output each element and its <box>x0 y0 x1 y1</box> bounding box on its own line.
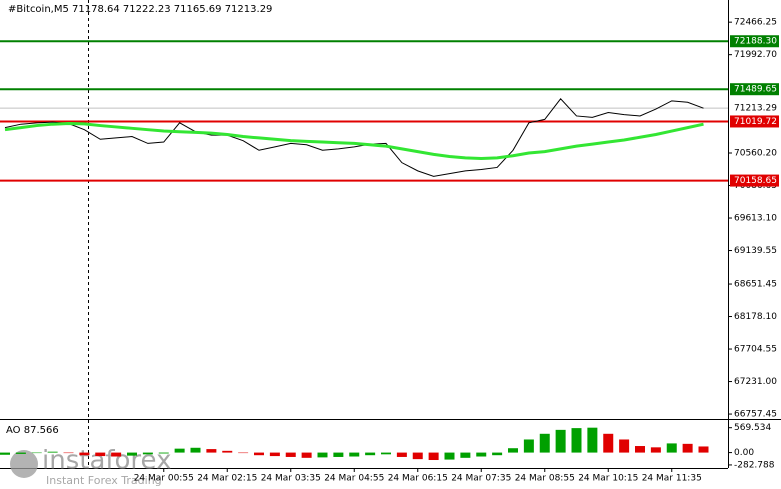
y-tick-label: 67231.00 <box>734 377 777 387</box>
ao-bar <box>619 439 630 453</box>
x-tick-label: 24 Mar 07:35 <box>451 474 511 484</box>
ao-bar <box>95 452 106 457</box>
ao-bar <box>365 452 376 456</box>
ao-bar <box>285 452 296 457</box>
level-label-box <box>730 35 779 48</box>
level-label: 70158.65 <box>734 176 777 186</box>
y-tick-label: 69139.55 <box>734 246 777 256</box>
ao-bar <box>508 448 518 453</box>
level-label: 71489.65 <box>734 85 777 95</box>
ao-bar <box>190 447 201 453</box>
ao-bar <box>317 452 328 458</box>
ao-bar <box>158 452 169 454</box>
ao-bar <box>666 443 677 453</box>
x-tick-label: 24 Mar 08:55 <box>515 474 575 484</box>
ao-bar <box>698 446 709 453</box>
ao-bar <box>0 452 10 455</box>
ao-bar <box>31 452 42 454</box>
level-label: 71019.72 <box>734 117 777 127</box>
ao-bar <box>396 452 407 457</box>
ao-bar <box>523 439 534 453</box>
x-tick-label: 24 Mar 03:35 <box>261 474 321 484</box>
price-line <box>4 98 704 177</box>
y-tick-label: 70560.20 <box>734 149 777 159</box>
ao-bar <box>174 448 185 453</box>
indicator-title: AO 87.566 <box>6 425 59 436</box>
level-label-box <box>730 83 779 96</box>
ao-bar <box>222 450 233 453</box>
y-tick-label: 69613.10 <box>734 214 777 224</box>
y-tick-label: 71992.70 <box>734 50 777 60</box>
ao-bar <box>63 452 74 454</box>
chart-title: #Bitcoin,M5 71178.64 71222.23 71165.69 7… <box>8 4 272 15</box>
moving-average <box>4 122 704 161</box>
x-tick-label: 24 Mar 11:35 <box>642 474 702 484</box>
x-tick-label: 24 Mar 02:15 <box>197 474 257 484</box>
ao-bar <box>635 446 645 453</box>
ao-bar <box>206 449 217 453</box>
ao-bar <box>682 443 693 453</box>
level-label-box <box>730 174 779 187</box>
y-tick-label: 72466.25 <box>734 18 777 28</box>
ao-bar <box>444 452 455 460</box>
current-price-box <box>730 102 779 115</box>
ao-bar <box>539 433 550 453</box>
ao-bar <box>571 428 582 453</box>
x-tick-label: 24 Mar 04:55 <box>324 474 384 484</box>
ao-bar <box>460 452 471 458</box>
x-tick-label: 24 Mar 00:55 <box>134 474 194 484</box>
ao-bar <box>79 452 90 456</box>
ao-bar <box>47 451 58 453</box>
current-price-label: 71213.29 <box>734 104 777 114</box>
y-tick-label: 68178.10 <box>734 312 777 322</box>
ao-bar <box>349 452 360 457</box>
y-tick-label: 569.534 <box>734 423 771 433</box>
ao-bar <box>269 452 280 457</box>
ao-bar <box>492 452 503 456</box>
watermark-tagline: Instant Forex Trading <box>46 474 162 487</box>
ao-bar <box>555 429 566 453</box>
ao-bar <box>111 452 122 457</box>
level-label: 72188.30 <box>734 37 777 47</box>
level-label-box <box>730 115 779 128</box>
ao-bar <box>254 452 264 456</box>
ao-bar <box>15 452 26 454</box>
ao-bar <box>127 452 137 456</box>
x-tick-label: 24 Mar 06:15 <box>388 474 448 484</box>
ao-bar <box>333 452 344 457</box>
ao-bar <box>142 452 153 455</box>
ao-bar <box>476 452 487 457</box>
watermark: instaforex Instant Forex Trading <box>10 446 171 487</box>
watermark-brand: instaforex <box>42 446 171 476</box>
x-tick-label: 24 Mar 10:15 <box>578 474 638 484</box>
y-tick-label: 68651.45 <box>734 280 777 290</box>
y-tick-label: 66757.45 <box>734 410 777 420</box>
ao-bar <box>381 452 391 455</box>
ao-bar <box>603 433 614 453</box>
y-tick-label: 0.00 <box>734 448 754 458</box>
y-tick-label: 67704.55 <box>734 345 777 355</box>
ao-bar <box>412 452 423 460</box>
ao-bar <box>650 447 661 453</box>
ao-bar <box>301 452 312 458</box>
y-tick-label: -282.788 <box>734 460 775 470</box>
logo-icon <box>10 450 38 478</box>
ao-bar <box>428 452 439 461</box>
ao-bar <box>587 427 598 453</box>
ao-bar <box>238 452 249 454</box>
